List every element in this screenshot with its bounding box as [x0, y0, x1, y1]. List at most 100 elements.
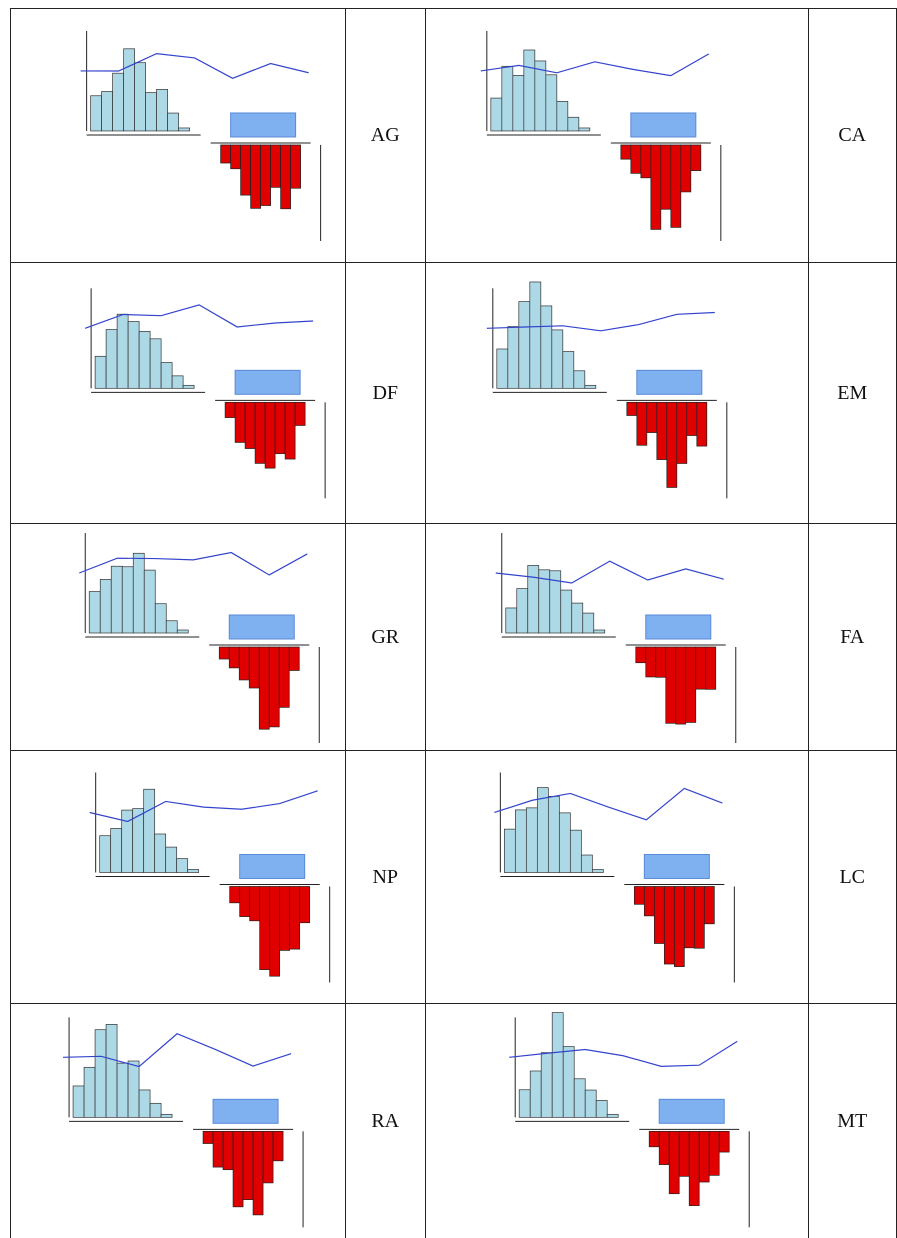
- inverse-bar: [242, 1130, 254, 1200]
- histogram-bar: [504, 607, 517, 633]
- histogram-bar: [517, 300, 530, 389]
- inverse-bar: [289, 885, 301, 949]
- density-curve: [63, 1032, 292, 1067]
- histogram-bar: [592, 629, 605, 633]
- label-cell: FA: [807, 523, 897, 751]
- inverse-bar: [664, 646, 676, 724]
- histogram-bar: [90, 94, 102, 131]
- histogram-bar: [127, 1060, 140, 1118]
- inverse-bar: [678, 1130, 690, 1177]
- histogram-bar: [165, 846, 178, 873]
- inverse-bar: [299, 885, 311, 923]
- inverse-bar: [222, 1130, 234, 1170]
- inverse-bar: [703, 885, 715, 924]
- inverse-bar: [658, 1130, 670, 1165]
- inverse-bar: [218, 646, 230, 659]
- inverse-bar: [688, 1130, 700, 1206]
- inverse-bar: [278, 646, 290, 708]
- table-row: RA MT: [10, 1003, 897, 1238]
- histogram-bar: [176, 629, 189, 633]
- figure-cell: [10, 523, 346, 751]
- figure-cell: [10, 750, 346, 1004]
- histogram-bar: [533, 60, 546, 131]
- inverse-bar: [649, 144, 661, 230]
- range-box: [635, 369, 702, 395]
- inverse-bar: [258, 646, 270, 730]
- histogram-bar: [132, 552, 145, 633]
- range-box: [658, 1098, 725, 1124]
- inverse-bar: [718, 1130, 730, 1152]
- inverse-bar: [274, 401, 286, 454]
- histogram-bar: [156, 88, 168, 131]
- inverse-bar: [272, 1130, 284, 1161]
- thumbnail: [84, 287, 326, 498]
- inverse-bar: [229, 885, 241, 903]
- figure-cell: [10, 8, 346, 263]
- inverse-bar: [249, 885, 261, 921]
- label-cell: DF: [344, 262, 426, 524]
- inverse-bar: [270, 144, 281, 188]
- histogram-bar: [577, 127, 590, 131]
- inverse-bar: [284, 401, 296, 459]
- histogram-bar: [584, 1089, 597, 1118]
- label-cell: MT: [807, 1003, 897, 1238]
- inverse-bar: [220, 144, 231, 163]
- inverse-bar: [240, 144, 251, 195]
- histogram-bar: [116, 1062, 129, 1118]
- inverse-bar: [254, 401, 266, 464]
- density-curve: [84, 303, 314, 329]
- inverse-bar: [633, 885, 645, 905]
- range-box: [230, 111, 297, 137]
- histogram-bar: [539, 305, 552, 389]
- histogram-bar: [515, 587, 528, 633]
- inverse-bar: [673, 885, 685, 967]
- histogram-bar: [110, 827, 123, 873]
- inverse-bar: [708, 1130, 720, 1176]
- range-box: [643, 853, 710, 879]
- histogram-bar: [99, 834, 112, 873]
- histogram-bar: [529, 1070, 542, 1118]
- histogram-bar: [145, 91, 157, 131]
- histogram-bar: [165, 619, 178, 633]
- figure-cell: [10, 262, 346, 524]
- label-cell: GR: [344, 523, 426, 751]
- inverse-bar: [683, 885, 695, 948]
- inverse-bar: [698, 1130, 710, 1182]
- density-curve: [79, 551, 308, 576]
- inverse-bar: [694, 646, 706, 690]
- density-curve: [480, 52, 709, 76]
- histogram-bar: [101, 90, 113, 131]
- density-curve: [80, 52, 309, 79]
- histogram-bar: [138, 330, 151, 389]
- histogram-bar: [178, 127, 190, 131]
- range-box: [239, 853, 306, 879]
- inverse-bar: [279, 885, 291, 951]
- inverse-bar: [675, 401, 687, 464]
- inverse-bar: [684, 646, 696, 723]
- histogram-bar: [116, 313, 129, 389]
- density-curve: [89, 789, 318, 822]
- histogram-bar: [506, 325, 519, 389]
- table-row: AG CA: [10, 8, 897, 263]
- histogram-bar: [176, 857, 189, 873]
- histogram-bar: [581, 612, 594, 633]
- histogram-bar: [143, 569, 156, 633]
- histogram-bar: [143, 788, 156, 873]
- table-row: GR FA: [10, 523, 897, 751]
- range-box: [234, 369, 301, 395]
- figure-table: AG CA DF EM GR FA NP LC RA MT: [10, 8, 897, 1238]
- histogram-bar: [544, 73, 557, 131]
- histogram-bar: [511, 74, 524, 131]
- histogram-bar: [149, 337, 162, 389]
- histogram-bar: [110, 565, 123, 633]
- inverse-bar: [704, 646, 716, 690]
- histogram-bar: [99, 578, 112, 633]
- inverse-bar: [644, 646, 656, 677]
- histogram-bar: [123, 47, 135, 131]
- histogram-bar: [526, 564, 539, 633]
- inverse-bar: [234, 401, 246, 443]
- thumbnail: [480, 30, 721, 241]
- label-cell: RA: [344, 1003, 426, 1238]
- inverse-bar: [619, 144, 631, 160]
- inverse-bar: [639, 144, 651, 178]
